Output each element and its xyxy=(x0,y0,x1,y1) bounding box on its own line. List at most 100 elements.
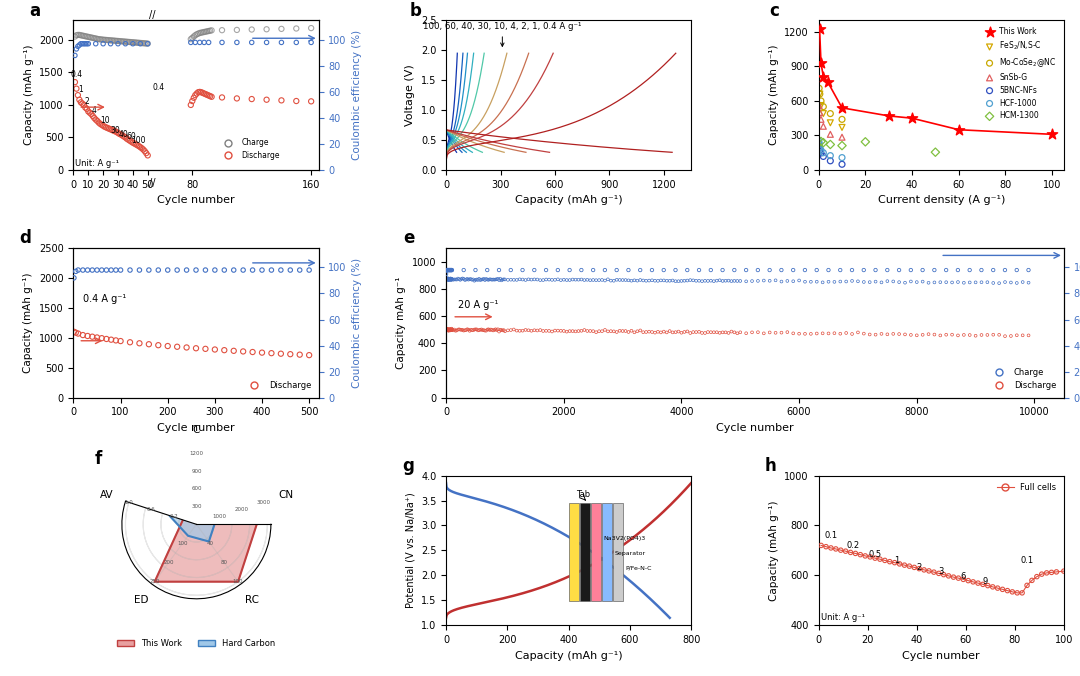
Point xyxy=(538,264,555,275)
Point xyxy=(973,330,990,341)
Point xyxy=(477,274,495,285)
Point xyxy=(441,325,458,336)
Text: Unit: A g⁻¹: Unit: A g⁻¹ xyxy=(821,613,865,623)
Point xyxy=(552,325,569,336)
Point xyxy=(678,275,696,286)
Point xyxy=(109,128,126,139)
Point xyxy=(443,324,460,335)
Point xyxy=(814,277,832,288)
Point xyxy=(555,274,572,285)
Point xyxy=(901,560,918,571)
Point xyxy=(441,274,458,285)
Text: 3: 3 xyxy=(939,567,944,576)
Point xyxy=(475,274,492,285)
Point xyxy=(591,326,608,337)
Point xyxy=(102,124,119,135)
This Work xyxy=(880,110,897,121)
Point xyxy=(132,142,149,153)
Point xyxy=(117,132,134,143)
Point xyxy=(605,275,622,286)
Point xyxy=(456,324,473,335)
Point xyxy=(902,264,919,275)
Point xyxy=(462,324,480,335)
Point xyxy=(456,274,473,285)
Point xyxy=(458,274,475,285)
Point xyxy=(1003,587,1021,598)
Point xyxy=(69,30,86,41)
Point xyxy=(637,327,654,337)
Point xyxy=(508,325,525,336)
Point xyxy=(116,131,133,142)
Point xyxy=(200,90,217,101)
Point xyxy=(84,111,102,122)
Point xyxy=(65,272,82,283)
Point xyxy=(652,327,670,338)
Point xyxy=(438,323,456,334)
Point xyxy=(550,274,567,285)
Point xyxy=(98,333,116,344)
Point xyxy=(593,274,610,285)
X-axis label: Cycle number: Cycle number xyxy=(158,195,234,206)
Point xyxy=(538,274,555,285)
Point xyxy=(902,276,919,287)
Point xyxy=(93,34,110,45)
Point xyxy=(926,277,943,288)
Point xyxy=(514,264,531,275)
Point xyxy=(511,274,528,285)
Text: 30: 30 xyxy=(110,126,120,135)
Point xyxy=(244,264,261,275)
Point xyxy=(997,264,1014,275)
Point xyxy=(697,328,714,339)
Point xyxy=(135,38,152,49)
Point xyxy=(98,264,116,275)
Point xyxy=(120,37,137,47)
Point xyxy=(443,324,460,335)
Point xyxy=(705,327,723,337)
Point xyxy=(460,324,477,335)
Point xyxy=(688,275,705,286)
X-axis label: Cycle number: Cycle number xyxy=(903,650,980,660)
Point xyxy=(93,120,110,130)
X-axis label: Capacity (mAh g⁻¹): Capacity (mAh g⁻¹) xyxy=(515,650,622,660)
Point xyxy=(168,264,186,275)
Point xyxy=(955,574,972,585)
Point xyxy=(464,274,482,285)
Point xyxy=(282,264,299,275)
Point xyxy=(937,276,955,287)
Point xyxy=(690,264,707,275)
Y-axis label: Capacity (mAh g⁻¹): Capacity (mAh g⁻¹) xyxy=(24,272,33,373)
Point xyxy=(139,39,157,49)
Point xyxy=(300,349,318,360)
Point xyxy=(471,273,488,284)
Point xyxy=(646,327,663,338)
Point xyxy=(999,585,1016,596)
Point xyxy=(492,324,510,335)
Point xyxy=(72,97,90,107)
Point xyxy=(784,276,801,287)
Point xyxy=(944,329,961,340)
Point xyxy=(1008,330,1025,341)
Point xyxy=(243,94,260,105)
Point xyxy=(103,264,120,275)
Point xyxy=(125,37,143,48)
Point xyxy=(499,325,516,336)
Point xyxy=(855,264,873,275)
Point xyxy=(593,326,610,337)
Text: 1: 1 xyxy=(894,556,900,565)
Point xyxy=(867,264,885,275)
Point xyxy=(234,264,252,275)
Point xyxy=(113,36,131,47)
Point xyxy=(843,276,861,287)
Point xyxy=(529,274,546,285)
Point xyxy=(104,124,121,135)
Point xyxy=(588,327,605,337)
Point xyxy=(750,264,767,275)
Point xyxy=(802,329,820,339)
Text: f: f xyxy=(94,450,102,468)
HCM-1300 xyxy=(927,147,944,158)
Point xyxy=(442,264,459,275)
Point xyxy=(526,325,543,336)
Point xyxy=(906,562,923,573)
Point xyxy=(985,264,1002,275)
Point xyxy=(93,333,110,343)
